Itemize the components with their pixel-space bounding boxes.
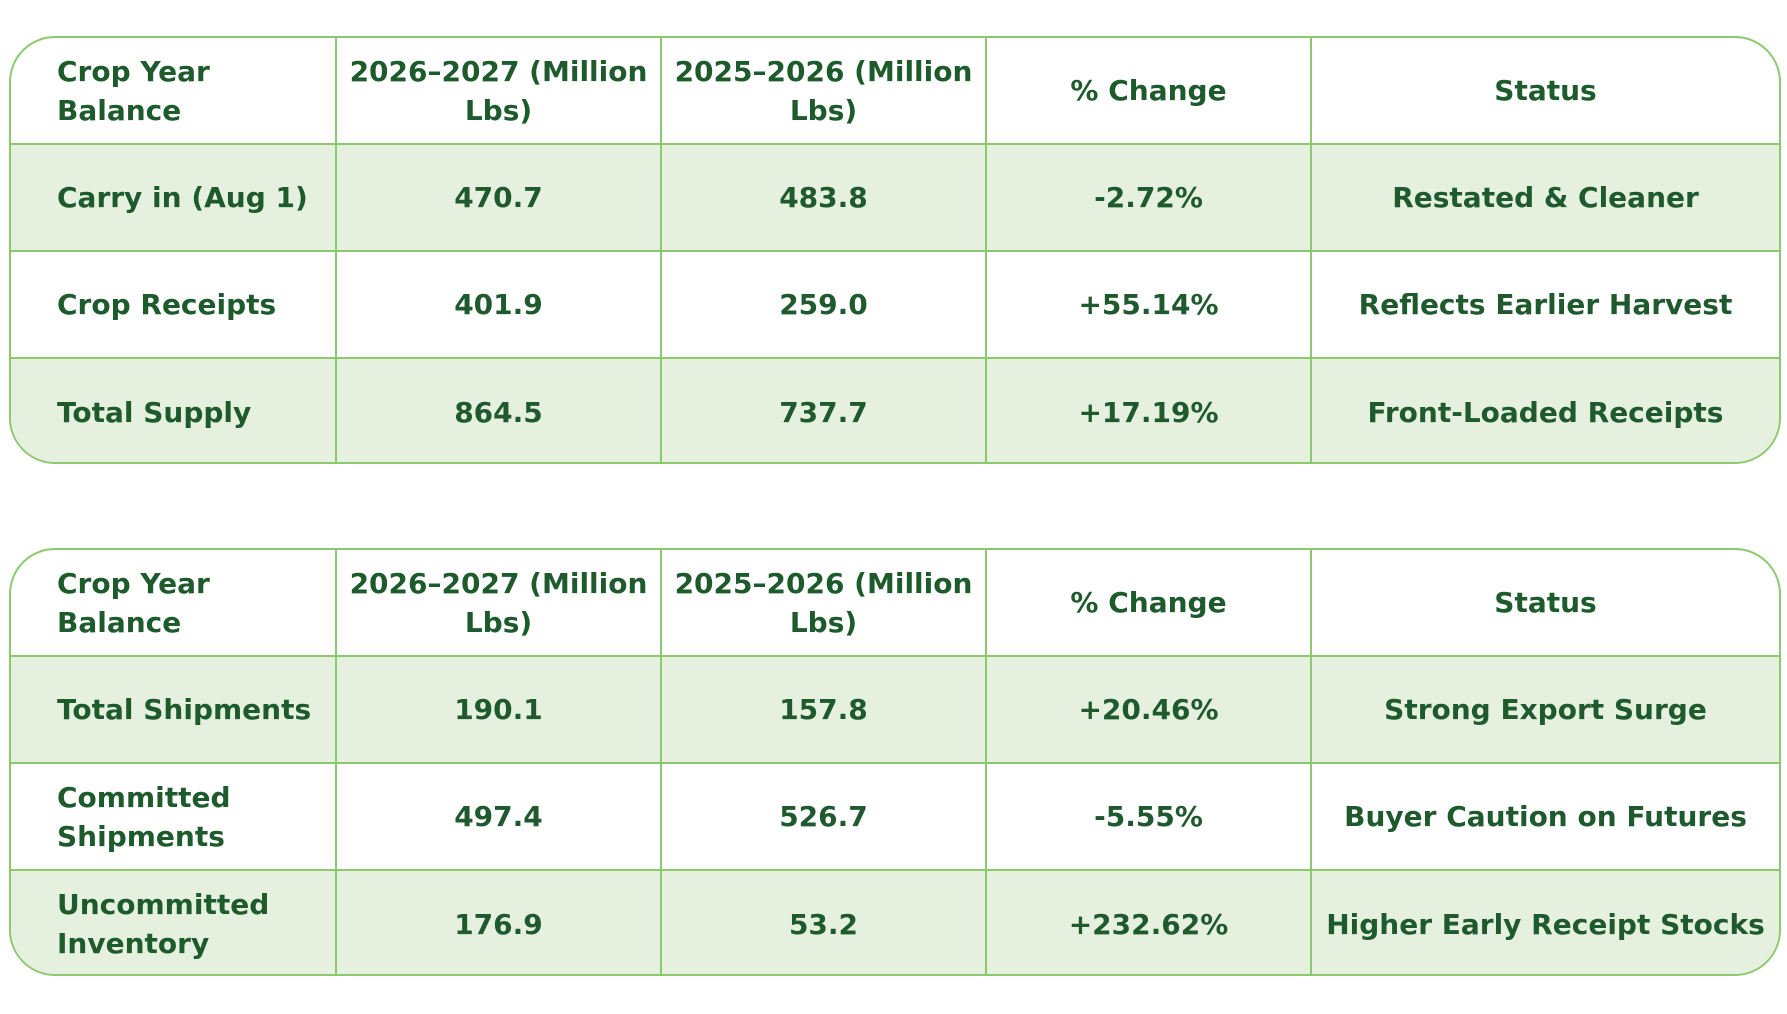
header-percent-change: % Change bbox=[986, 550, 1312, 657]
value-percent-change: +232.62% bbox=[986, 870, 1312, 974]
value-percent-change: +17.19% bbox=[986, 358, 1312, 462]
crop-supply-grid: Crop Year Balance 2026–2027 (Million Lbs… bbox=[11, 38, 1779, 462]
table-row: Total Shipments 190.1 157.8 +20.46% Stro… bbox=[11, 656, 1779, 764]
crop-shipments-table: Crop Year Balance 2026–2027 (Million Lbs… bbox=[9, 548, 1781, 976]
value-percent-change: -2.72% bbox=[986, 144, 1312, 252]
value-status: Higher Early Receipt Stocks bbox=[1311, 870, 1779, 974]
row-label: Total Supply bbox=[11, 358, 337, 462]
row-label: Committed Shipments bbox=[11, 763, 337, 871]
value-status: Reflects Earlier Harvest bbox=[1311, 251, 1779, 359]
value-percent-change: -5.55% bbox=[986, 763, 1312, 871]
row-label: Carry in (Aug 1) bbox=[11, 144, 337, 252]
header-2026-2027: 2026–2027 (Million Lbs) bbox=[336, 550, 662, 657]
value-percent-change: +20.46% bbox=[986, 656, 1312, 764]
value-percent-change: +55.14% bbox=[986, 251, 1312, 359]
value-2025-2026: 53.2 bbox=[661, 870, 987, 974]
table-row: Uncommitted Inventory 176.9 53.2 +232.62… bbox=[11, 870, 1779, 974]
value-2026-2027: 176.9 bbox=[336, 870, 662, 974]
value-status: Buyer Caution on Futures bbox=[1311, 763, 1779, 871]
row-label: Total Shipments bbox=[11, 656, 337, 764]
table-row: Crop Receipts 401.9 259.0 +55.14% Reflec… bbox=[11, 251, 1779, 359]
value-2025-2026: 483.8 bbox=[661, 144, 987, 252]
header-2026-2027: 2026–2027 (Million Lbs) bbox=[336, 38, 662, 145]
value-2026-2027: 470.7 bbox=[336, 144, 662, 252]
header-status: Status bbox=[1311, 38, 1779, 145]
table-header-row: Crop Year Balance 2026–2027 (Million Lbs… bbox=[11, 550, 1779, 657]
value-2026-2027: 497.4 bbox=[336, 763, 662, 871]
header-status: Status bbox=[1311, 550, 1779, 657]
crop-supply-table: Crop Year Balance 2026–2027 (Million Lbs… bbox=[9, 36, 1781, 464]
table-row: Total Supply 864.5 737.7 +17.19% Front-L… bbox=[11, 358, 1779, 462]
value-2025-2026: 737.7 bbox=[661, 358, 987, 462]
header-percent-change: % Change bbox=[986, 38, 1312, 145]
value-status: Front-Loaded Receipts bbox=[1311, 358, 1779, 462]
header-crop-year-balance: Crop Year Balance bbox=[11, 550, 337, 657]
row-label: Uncommitted Inventory bbox=[11, 870, 337, 974]
value-status: Strong Export Surge bbox=[1311, 656, 1779, 764]
table-header-row: Crop Year Balance 2026–2027 (Million Lbs… bbox=[11, 38, 1779, 145]
row-label: Crop Receipts bbox=[11, 251, 337, 359]
table-row: Carry in (Aug 1) 470.7 483.8 -2.72% Rest… bbox=[11, 144, 1779, 252]
value-2026-2027: 864.5 bbox=[336, 358, 662, 462]
value-2025-2026: 259.0 bbox=[661, 251, 987, 359]
header-crop-year-balance: Crop Year Balance bbox=[11, 38, 337, 145]
value-2026-2027: 190.1 bbox=[336, 656, 662, 764]
value-2025-2026: 157.8 bbox=[661, 656, 987, 764]
crop-shipments-grid: Crop Year Balance 2026–2027 (Million Lbs… bbox=[11, 550, 1779, 974]
value-status: Restated & Cleaner bbox=[1311, 144, 1779, 252]
value-2026-2027: 401.9 bbox=[336, 251, 662, 359]
value-2025-2026: 526.7 bbox=[661, 763, 987, 871]
table-row: Committed Shipments 497.4 526.7 -5.55% B… bbox=[11, 763, 1779, 871]
header-2025-2026: 2025–2026 (Million Lbs) bbox=[661, 550, 987, 657]
header-2025-2026: 2025–2026 (Million Lbs) bbox=[661, 38, 987, 145]
